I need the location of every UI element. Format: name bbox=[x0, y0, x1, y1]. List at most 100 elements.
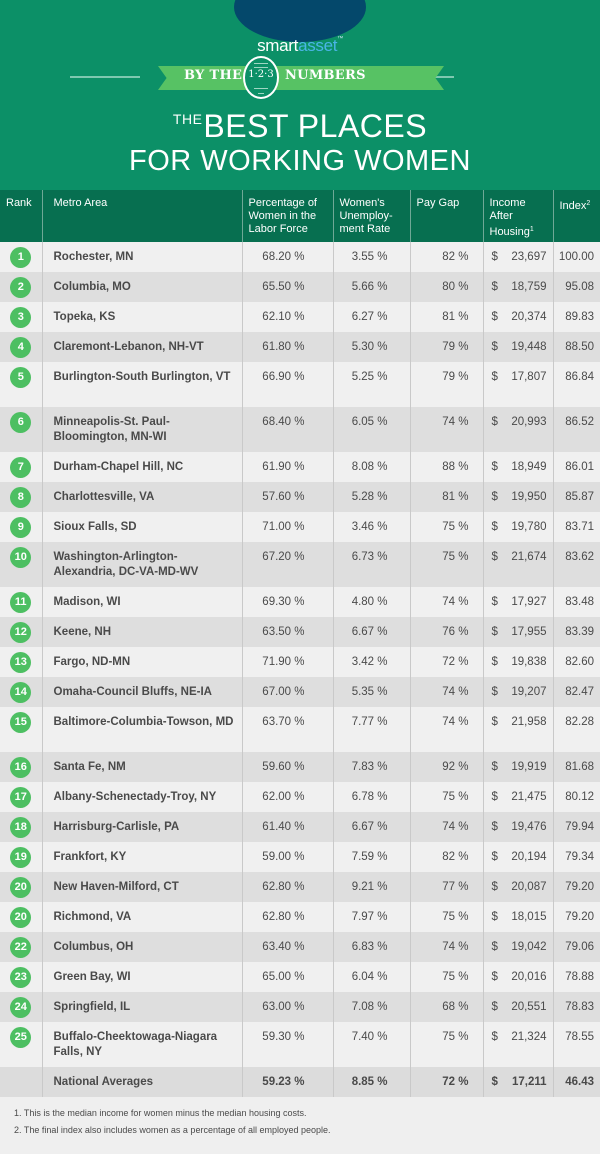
metro-cell: Washington-Arlington-Alexandria, DC-VA-M… bbox=[42, 542, 243, 587]
income-cell: $17,955 bbox=[483, 617, 554, 647]
pay-gap-cell: 74 % bbox=[410, 707, 484, 752]
pay-gap-cell: 68 % bbox=[410, 992, 484, 1022]
rank-cell: 15 bbox=[0, 707, 43, 752]
circle-line bbox=[254, 88, 268, 89]
income-cell: $19,838 bbox=[483, 647, 554, 677]
rank-cell: 4 bbox=[0, 332, 43, 362]
footnote-1: 1. This is the median income for women m… bbox=[14, 1108, 307, 1118]
index-cell: 95.08 bbox=[553, 272, 600, 302]
index-cell: 46.43 bbox=[553, 1067, 600, 1097]
income-amount: 17,807 bbox=[511, 371, 547, 383]
rank-cell: 19 bbox=[0, 842, 43, 872]
rank-cell: 6 bbox=[0, 407, 43, 452]
index-cell: 83.48 bbox=[553, 587, 600, 617]
unemployment-cell: 5.28 % bbox=[333, 482, 411, 512]
metro-cell: Columbus, OH bbox=[42, 932, 243, 962]
table-row: 3 Topeka, KS 62.10 % 6.27 % 81 % $20,374 89.83 bbox=[0, 302, 600, 332]
index-cell: 79.06 bbox=[553, 932, 600, 962]
income-cell: $20,194 bbox=[483, 842, 554, 872]
labor-force-cell: 63.50 % bbox=[242, 617, 334, 647]
unemployment-cell: 9.21 % bbox=[333, 872, 411, 902]
rank-cell: 25 bbox=[0, 1022, 43, 1067]
currency-symbol: $ bbox=[491, 791, 498, 803]
table-row: 8 Charlottesville, VA 57.60 % 5.28 % 81 % $19… bbox=[0, 482, 600, 512]
circle-line bbox=[258, 93, 264, 94]
unemployment-cell: 6.78 % bbox=[333, 782, 411, 812]
rank-badge: 23 bbox=[10, 967, 32, 988]
labor-force-cell: 59.60 % bbox=[242, 752, 334, 782]
table-row: 13 Fargo, ND-MN 71.90 % 3.42 % 72 % $19,838 82… bbox=[0, 647, 600, 677]
logo-text-asset: asset bbox=[298, 36, 338, 55]
unemployment-cell: 8.85 % bbox=[333, 1067, 411, 1097]
currency-symbol: $ bbox=[491, 821, 498, 833]
labor-force-cell: 71.90 % bbox=[242, 647, 334, 677]
unemployment-cell: 5.66 % bbox=[333, 272, 411, 302]
rank-badge: 16 bbox=[10, 757, 32, 778]
index-cell: 82.28 bbox=[553, 707, 600, 752]
income-cell: $19,207 bbox=[483, 677, 554, 707]
smartasset-logo[interactable]: smartasset™ bbox=[0, 36, 600, 56]
income-cell: $20,087 bbox=[483, 872, 554, 902]
rank-badge: 7 bbox=[10, 457, 32, 478]
labor-force-cell: 67.00 % bbox=[242, 677, 334, 707]
index-cell: 82.47 bbox=[553, 677, 600, 707]
table-row: 18 Harrisburg-Carlisle, PA 61.40 % 6.67 % 74… bbox=[0, 812, 600, 842]
column-header-metro-area: Metro Area bbox=[42, 190, 243, 242]
pay-gap-cell: 75 % bbox=[410, 902, 484, 932]
pay-gap-cell: 88 % bbox=[410, 452, 484, 482]
income-cell: $20,374 bbox=[483, 302, 554, 332]
index-cell: 83.71 bbox=[553, 512, 600, 542]
rank-cell: 23 bbox=[0, 962, 43, 992]
pay-gap-cell: 74 % bbox=[410, 812, 484, 842]
unemployment-cell: 6.83 % bbox=[333, 932, 411, 962]
income-amount: 18,949 bbox=[511, 461, 547, 473]
income-cell: $21,475 bbox=[483, 782, 554, 812]
index-cell: 88.50 bbox=[553, 332, 600, 362]
rank-cell: 10 bbox=[0, 542, 43, 587]
income-amount: 21,475 bbox=[511, 791, 547, 803]
table-row: 5 Burlington-South Burlington, VT 66.90 % 5… bbox=[0, 362, 600, 407]
labor-force-cell: 59.00 % bbox=[242, 842, 334, 872]
pay-gap-cell: 75 % bbox=[410, 1022, 484, 1067]
index-cell: 78.55 bbox=[553, 1022, 600, 1067]
currency-symbol: $ bbox=[491, 281, 498, 293]
index-cell: 78.83 bbox=[553, 992, 600, 1022]
labor-force-cell: 62.10 % bbox=[242, 302, 334, 332]
rank-cell: 12 bbox=[0, 617, 43, 647]
income-cell: $17,927 bbox=[483, 587, 554, 617]
table-row: 7 Durham-Chapel Hill, NC 61.90 % 8.08 % 88 %… bbox=[0, 452, 600, 482]
metro-cell: Omaha-Council Bluffs, NE-IA bbox=[42, 677, 243, 707]
income-amount: 19,042 bbox=[511, 941, 547, 953]
income-cell: $17,211 bbox=[483, 1067, 554, 1097]
income-amount: 17,927 bbox=[511, 596, 547, 608]
currency-symbol: $ bbox=[491, 761, 498, 773]
labor-force-cell: 68.20 % bbox=[242, 242, 334, 272]
metro-cell: Topeka, KS bbox=[42, 302, 243, 332]
income-amount: 21,324 bbox=[511, 1031, 547, 1043]
index-cell: 86.84 bbox=[553, 362, 600, 407]
metro-cell: Rochester, MN bbox=[42, 242, 243, 272]
national-averages-row: National Averages 59.23 % 8.85 % 72 % $1… bbox=[0, 1067, 600, 1097]
metro-cell: Charlottesville, VA bbox=[42, 482, 243, 512]
rank-cell: 16 bbox=[0, 752, 43, 782]
income-cell: $18,949 bbox=[483, 452, 554, 482]
index-cell: 89.83 bbox=[553, 302, 600, 332]
pay-gap-cell: 77 % bbox=[410, 872, 484, 902]
rank-cell: 20 bbox=[0, 872, 43, 902]
labor-force-cell: 71.00 % bbox=[242, 512, 334, 542]
income-cell: $21,324 bbox=[483, 1022, 554, 1067]
pay-gap-cell: 79 % bbox=[410, 362, 484, 407]
income-amount: 17,955 bbox=[511, 626, 547, 638]
labor-force-cell: 62.80 % bbox=[242, 902, 334, 932]
index-cell: 80.12 bbox=[553, 782, 600, 812]
currency-symbol: $ bbox=[491, 416, 498, 428]
income-cell: $20,016 bbox=[483, 962, 554, 992]
metro-cell: Madison, WI bbox=[42, 587, 243, 617]
metro-cell: Buffalo-Cheektowaga-Niagara Falls, NY bbox=[42, 1022, 243, 1067]
income-cell: $18,015 bbox=[483, 902, 554, 932]
table-row: 6 Minneapolis-St. Paul-Bloomington, MN-WI… bbox=[0, 407, 600, 452]
currency-symbol: $ bbox=[491, 521, 498, 533]
table-row: 15 Baltimore-Columbia-Towson, MD 63.70 % 7.… bbox=[0, 707, 600, 752]
table-row: 16 Santa Fe, NM 59.60 % 7.83 % 92 % $19,919 81… bbox=[0, 752, 600, 782]
ribbon-text-by-the: BY THE bbox=[184, 68, 243, 83]
